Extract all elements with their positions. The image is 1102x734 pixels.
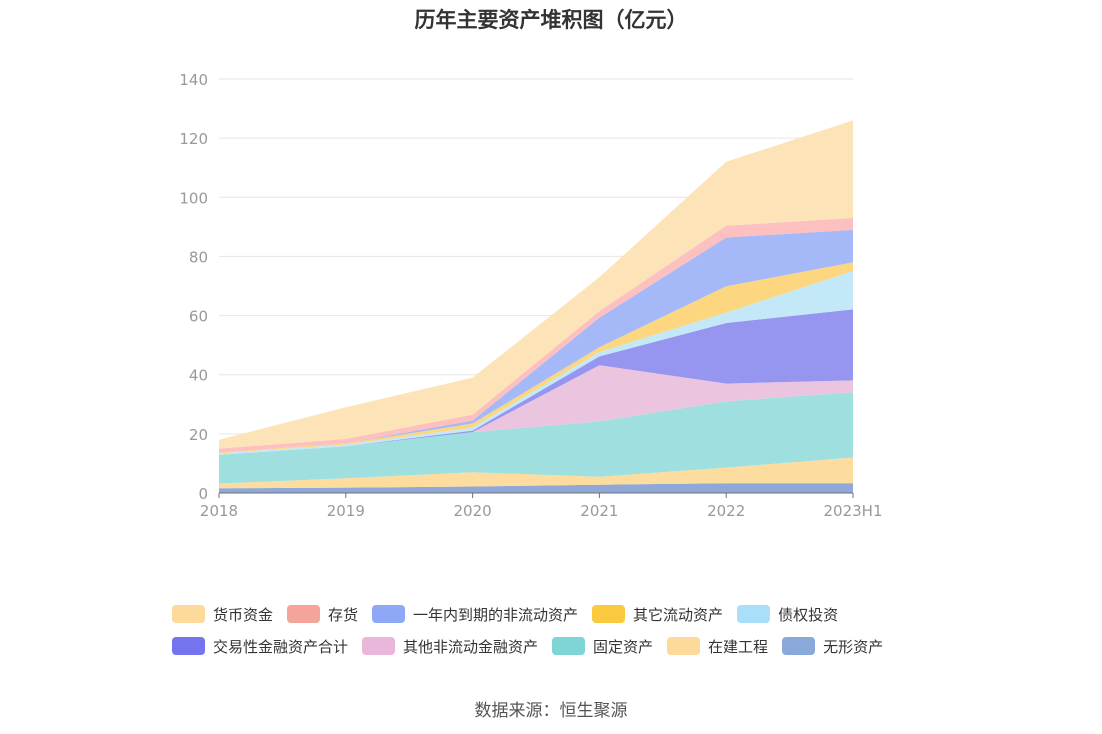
legend-swatch: [552, 637, 586, 655]
x-tick-label: 2019: [327, 502, 365, 520]
y-tick-label: 0: [198, 485, 208, 503]
legend-row: 交易性金融资产合计 其他非流动金融资产 固定资产 在建工程 无形资产: [172, 630, 932, 662]
legend-swatch: [172, 605, 205, 623]
area-无形资产: [219, 483, 853, 493]
x-tick-label: 2023H1: [824, 502, 883, 520]
legend-item[interactable]: 交易性金融资产合计: [172, 636, 348, 657]
area-其它流动资产: [219, 262, 853, 454]
legend-label: 固定资产: [593, 637, 654, 656]
legend-label: 货币资金: [213, 605, 274, 624]
legend-swatch: [592, 605, 626, 623]
legend-item[interactable]: 在建工程: [667, 636, 768, 657]
y-tick-label: 20: [189, 426, 208, 444]
x-tick-label: 2018: [200, 502, 238, 520]
legend-item[interactable]: 其他非流动金融资产: [362, 636, 538, 657]
legend-item[interactable]: 债权投资: [737, 604, 838, 625]
legend-item[interactable]: 固定资产: [552, 636, 653, 657]
area-货币资金: [219, 120, 853, 449]
y-tick-label: 120: [179, 130, 208, 148]
y-axis-tick-labels: 0 20 40 60 80 100 120 140: [179, 71, 208, 503]
area-其他非流动金融资产: [219, 365, 853, 455]
legend-label: 交易性金融资产合计: [213, 637, 349, 656]
legend-swatch: [372, 605, 406, 623]
x-tick-label: 2022: [707, 502, 745, 520]
legend-item[interactable]: 货币资金: [172, 604, 273, 625]
area-一年内到期的非流动资产: [219, 229, 853, 453]
legend-swatch: [362, 637, 396, 655]
y-tick-label: 100: [179, 189, 208, 207]
legend-swatch: [172, 637, 205, 655]
legend-label: 其它流动资产: [633, 605, 724, 624]
legend-item[interactable]: 无形资产: [782, 636, 883, 657]
legend-swatch: [287, 605, 321, 623]
x-axis: 2018 2019 2020 2021 2022 2023H1: [200, 492, 883, 520]
area-交易性金融资产合计: [219, 309, 853, 455]
y-tick-label: 60: [189, 308, 208, 326]
legend-label: 在建工程: [708, 637, 769, 656]
x-tick-label: 2021: [580, 502, 618, 520]
data-source: 数据来源：恒生聚源: [474, 701, 628, 721]
legend-label: 其他非流动金融资产: [403, 637, 539, 656]
legend-item[interactable]: 其它流动资产: [592, 604, 723, 625]
stacked-area-chart: 2018 2019 2020 2021 2022 2023H1 0 20 40 60 80 100 1…: [179, 71, 883, 520]
legend-swatch: [737, 605, 771, 623]
y-tick-label: 140: [179, 71, 208, 89]
legend: 货币资金 存货 一年内到期的非流动资产 其它流动资产 债权投资 交易性金融资产合计 其他非…: [172, 598, 932, 662]
legend-swatch: [782, 637, 816, 655]
legend-label: 一年内到期的非流动资产: [413, 605, 579, 624]
area-series: [219, 120, 853, 493]
legend-label: 存货: [328, 605, 359, 624]
area-固定资产: [219, 392, 853, 484]
legend-item[interactable]: 一年内到期的非流动资产: [372, 604, 578, 625]
legend-label: 无形资产: [823, 637, 884, 656]
chart-title: 历年主要资产堆积图（亿元）: [414, 8, 688, 32]
legend-swatch: [667, 637, 701, 655]
legend-item[interactable]: 存货: [287, 604, 358, 625]
y-tick-label: 80: [189, 248, 208, 266]
y-tick-label: 40: [189, 367, 208, 385]
legend-label: 债权投资: [778, 605, 839, 624]
x-tick-label: 2020: [454, 502, 492, 520]
legend-row: 货币资金 存货 一年内到期的非流动资产 其它流动资产 债权投资: [172, 598, 932, 630]
area-在建工程: [219, 457, 853, 489]
